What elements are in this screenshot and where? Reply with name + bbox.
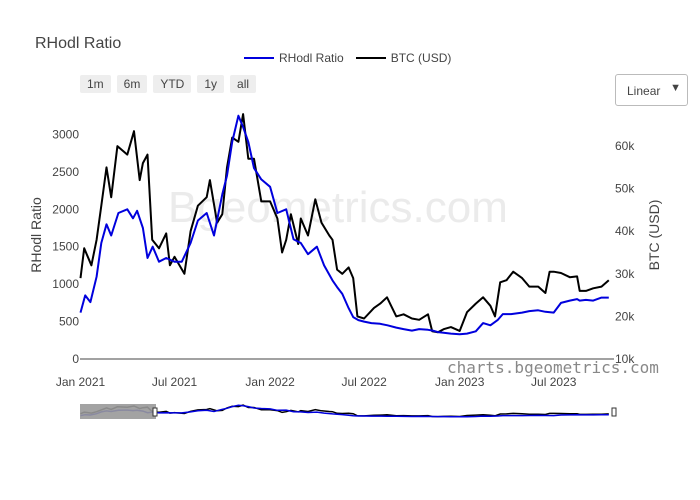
chart-title: RHodl Ratio [35, 35, 122, 52]
navigator-mask[interactable] [80, 404, 156, 419]
y-right-tick-label: 50k [615, 182, 635, 196]
x-tick-label: Jul 2023 [531, 375, 577, 389]
x-tick-label: Jul 2021 [152, 375, 198, 389]
range-button-all[interactable]: all [230, 75, 257, 93]
series-line-rhodl [79, 114, 609, 336]
x-tick-label: Jan 2021 [56, 375, 106, 389]
x-tick-label: Jan 2023 [435, 375, 485, 389]
legend-swatch-rhodl [244, 57, 274, 59]
y-left-tick-label: 2500 [52, 165, 79, 179]
y-left-tick-label: 2000 [52, 202, 79, 216]
navigator-handle-right[interactable] [611, 407, 617, 417]
y-right-tick-label: 40k [615, 224, 635, 238]
y-left-tick-label: 1000 [52, 277, 79, 291]
range-button-1y[interactable]: 1y [197, 75, 225, 93]
y-axis-left: 0 500 1000 1500 2000 2500 3000 [52, 127, 79, 366]
scale-dropdown-value: Linear [627, 84, 661, 98]
legend: RHodl Ratio BTC (USD) [244, 51, 451, 65]
legend-item-rhodl[interactable]: RHodl Ratio [244, 51, 344, 65]
chevron-down-icon: ▼ [670, 82, 681, 94]
range-navigator[interactable] [80, 404, 617, 419]
x-tick-label: Jul 2022 [341, 375, 387, 389]
x-tick-label: Jan 2022 [245, 375, 295, 389]
y-right-tick-label: 20k [615, 309, 635, 323]
plot-area [79, 113, 610, 336]
legend-label-rhodl: RHodl Ratio [279, 51, 344, 65]
legend-swatch-btc [355, 57, 386, 59]
range-button-1m[interactable]: 1m [80, 75, 111, 93]
y-axis-right: 10k 20k 30k 40k 50k 60k [615, 139, 635, 366]
range-button-6m[interactable]: 6m [116, 75, 148, 93]
y-left-tick-label: 500 [59, 315, 79, 329]
y-left-tick-label: 3000 [52, 127, 79, 141]
range-button-ytd[interactable]: YTD [153, 75, 192, 93]
navigator-handle-left[interactable] [152, 407, 158, 417]
legend-item-btc[interactable]: BTC (USD) [355, 51, 452, 65]
scale-dropdown[interactable]: Linear ▼ [615, 74, 688, 106]
legend-label-btc: BTC (USD) [390, 51, 452, 65]
y-left-tick-label: 0 [72, 352, 79, 366]
range-selector: 1m 6m YTD 1y all [80, 75, 257, 93]
source-url[interactable]: charts.bgeometrics.com [447, 358, 659, 377]
x-axis: Jan 2021 Jul 2021 Jan 2022 Jul 2022 Jan 2023… [56, 375, 577, 389]
y-right-tick-label: 10k [615, 352, 635, 366]
y-right-tick-label: 60k [615, 139, 635, 153]
y-left-tick-label: 1500 [52, 240, 79, 254]
y-right-tick-label: 30k [615, 267, 635, 281]
series-line-btc [79, 113, 610, 334]
